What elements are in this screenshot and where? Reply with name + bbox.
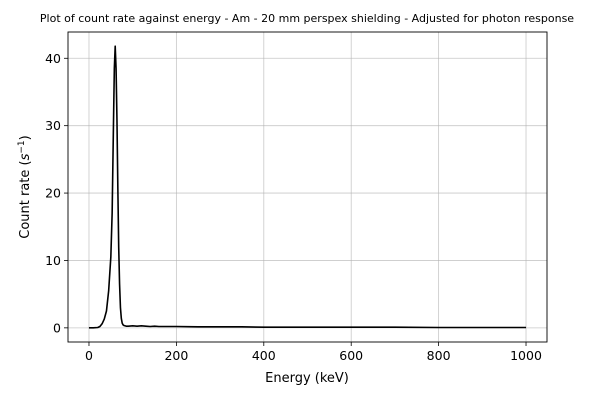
x-tick-label: 600	[339, 348, 363, 363]
series-layer	[88, 45, 527, 329]
y-axis-unit-exponent: −1	[17, 140, 27, 153]
y-axis-label-text: Count rate	[18, 170, 33, 239]
x-tick-label: 0	[85, 348, 93, 363]
x-tick-label: 800	[427, 348, 451, 363]
y-tick-label: 10	[45, 253, 61, 268]
y-axis-unit: s	[18, 153, 33, 160]
x-tick-label: 1000	[510, 348, 542, 363]
chart-title: Plot of count rate against energy - Am -…	[40, 12, 574, 25]
x-axis-label: Energy (keV)	[265, 371, 349, 386]
plot-frame	[67, 31, 548, 343]
y-tick-label: 0	[53, 320, 61, 335]
y-tick-label: 20	[45, 186, 61, 201]
x-tick-label: 200	[164, 348, 188, 363]
y-tick-label: 40	[45, 51, 61, 66]
axis-ticks: 0 200 400 600 800 1000 0 10 20 30 40	[45, 51, 542, 363]
grid	[68, 32, 547, 342]
x-tick-label: 400	[252, 348, 276, 363]
y-axis-label: Count rate (s−1)	[17, 135, 33, 239]
y-tick-label: 30	[45, 118, 61, 133]
count-rate-series-line	[88, 45, 527, 329]
